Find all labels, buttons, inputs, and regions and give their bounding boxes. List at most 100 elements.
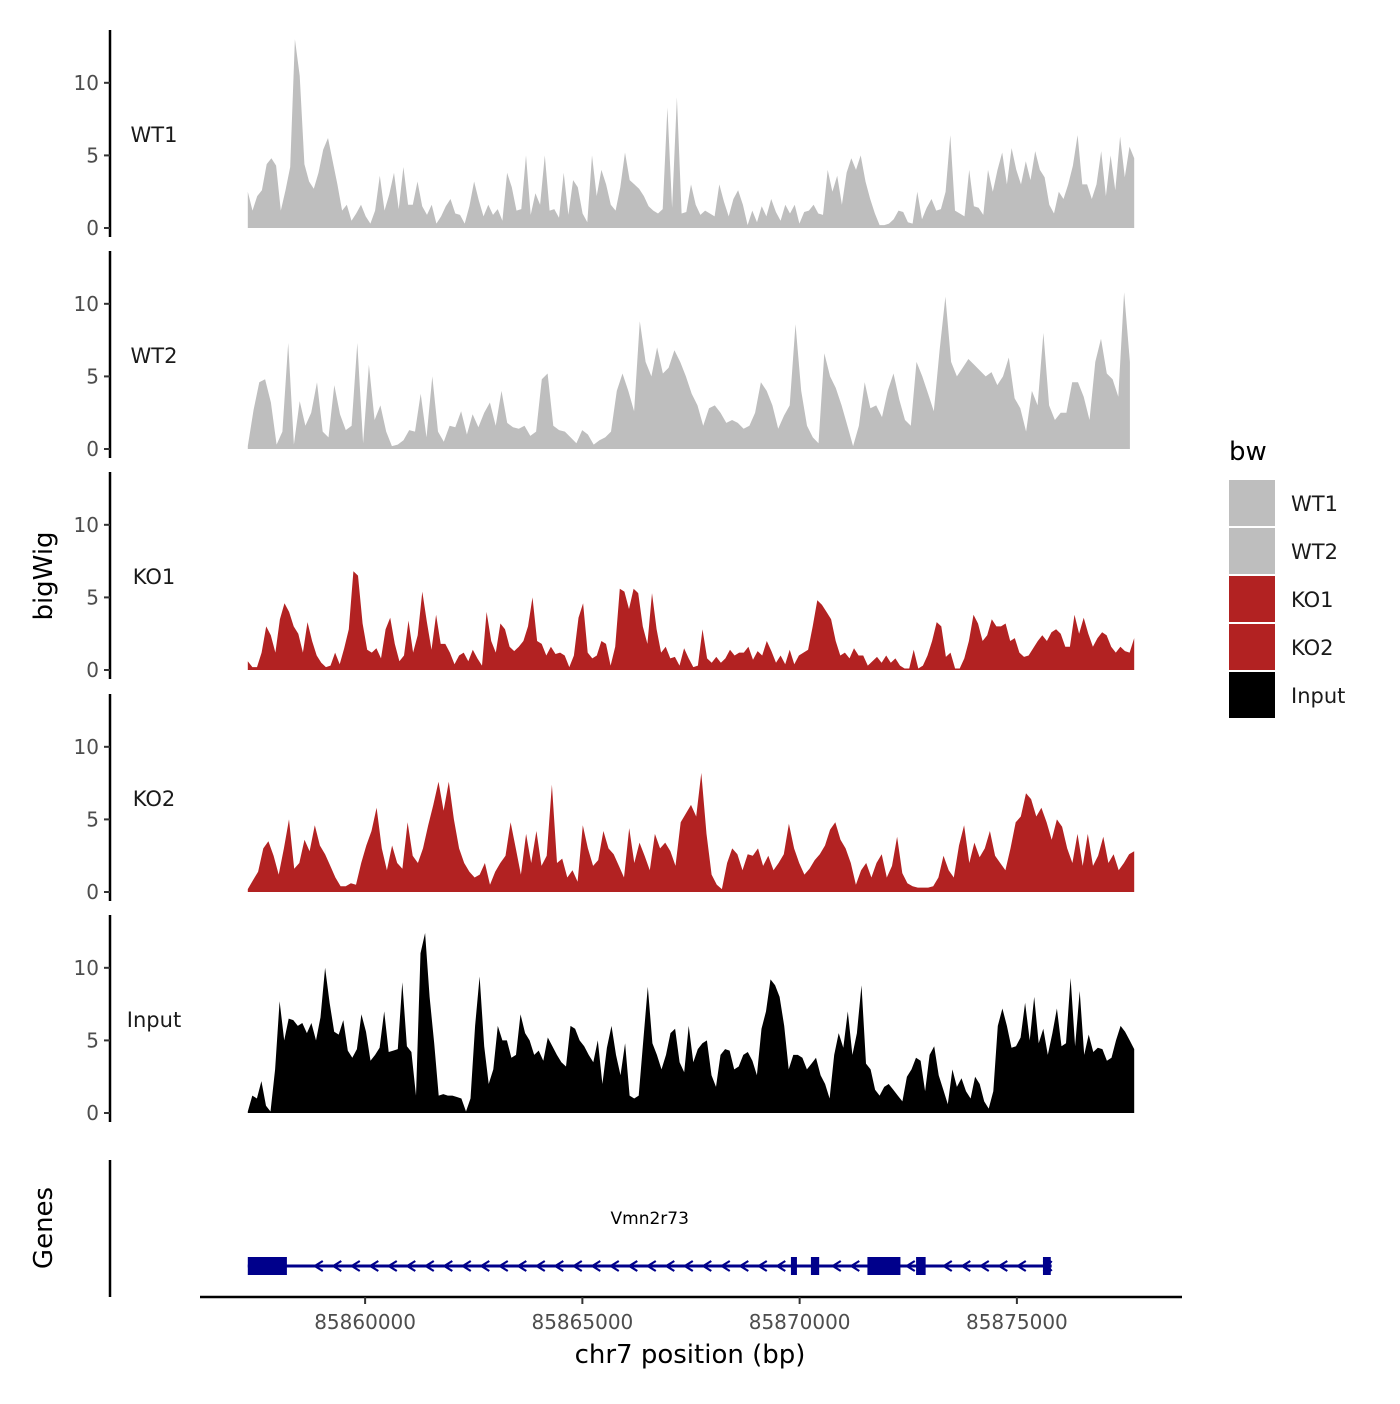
signal-area-ko2	[247, 772, 1135, 892]
legend-label: Input	[1291, 684, 1345, 708]
legend-entry-input: Input	[1229, 672, 1345, 718]
strand-arrow	[830, 1260, 842, 1272]
legend-title: bw	[1229, 437, 1267, 467]
y-tick-label: 10	[74, 71, 99, 95]
strand-arrow	[682, 1260, 694, 1272]
strand-arrow	[941, 1260, 953, 1272]
y-axis-title: bigWig	[29, 531, 59, 620]
gene-exon	[810, 1257, 820, 1275]
strand-arrow	[627, 1260, 638, 1272]
strand-arrow	[386, 1260, 398, 1272]
strand-arrow	[608, 1260, 620, 1272]
strand-arrow	[349, 1260, 361, 1272]
track-panel-wt1: 0 5 10 WT1	[74, 30, 1135, 240]
signal-panels: 0 5 10 WT1 0 5 10 WT2 0 5 10 KO1 0 5 10 KO2 0 5 10 Input	[74, 30, 1135, 1125]
strand-arrow	[479, 1260, 490, 1272]
track-label-wt1: WT1	[131, 123, 178, 147]
strand-arrow	[516, 1260, 527, 1272]
strand-arrow	[312, 1260, 324, 1272]
strand-arrow	[368, 1260, 379, 1272]
y-tick-label: 10	[74, 735, 99, 759]
strand-arrow	[497, 1260, 509, 1272]
strand-arrow	[571, 1260, 583, 1272]
strand-arrow	[331, 1260, 342, 1272]
legend-label: KO2	[1291, 636, 1334, 660]
y-tick-label: 5	[86, 807, 99, 831]
x-tick-label: 85870000	[749, 1310, 851, 1334]
strand-arrow	[849, 1260, 860, 1272]
gene-track-panel: Vmn2r73	[108, 1160, 1053, 1297]
y-tick-label: 5	[86, 1028, 99, 1052]
strand-arrow	[738, 1260, 749, 1272]
strand-arrow	[960, 1260, 971, 1272]
legend-key	[1229, 576, 1275, 622]
y-tick-label: 5	[86, 364, 99, 388]
y-tick-label: 0	[86, 437, 99, 461]
strand-arrow	[423, 1260, 435, 1272]
track-panel-input: 0 5 10 Input	[74, 915, 1135, 1125]
legend-key	[1229, 528, 1275, 574]
strand-arrow	[590, 1260, 601, 1272]
legend-entry-wt2: WT2	[1229, 528, 1338, 574]
y-tick-label: 0	[86, 216, 99, 240]
track-panel-ko2: 0 5 10 KO2	[74, 694, 1135, 904]
strand-arrow	[1015, 1260, 1027, 1272]
legend: bw WT1 WT2 KO1 KO2 Input	[1229, 437, 1345, 718]
signal-area-ko1	[247, 571, 1135, 670]
track-label-wt2: WT2	[131, 344, 178, 368]
strand-arrow	[405, 1260, 416, 1272]
gene-exon	[867, 1257, 901, 1275]
y-tick-label: 10	[74, 513, 99, 537]
legend-entry-ko1: KO1	[1229, 576, 1334, 622]
legend-entry-wt1: WT1	[1229, 480, 1338, 526]
x-tick-label: 85875000	[966, 1310, 1068, 1334]
genes-axis-title: Genes	[29, 1187, 59, 1269]
legend-label: WT1	[1291, 492, 1338, 516]
y-tick-label: 0	[86, 658, 99, 682]
strand-arrow	[701, 1260, 712, 1272]
strand-arrow	[756, 1260, 768, 1272]
signal-area-input	[247, 933, 1135, 1113]
strand-arrow	[645, 1260, 657, 1272]
legend-key	[1229, 624, 1275, 670]
strand-arrow	[978, 1260, 990, 1272]
gene-exon	[916, 1257, 926, 1275]
gene-exon	[247, 1257, 287, 1275]
legend-label: KO1	[1291, 588, 1334, 612]
x-tick-label: 85860000	[314, 1310, 416, 1334]
legend-key	[1229, 672, 1275, 718]
y-tick-label: 0	[86, 880, 99, 904]
legend-entry-ko2: KO2	[1229, 624, 1334, 670]
strand-arrow	[997, 1260, 1008, 1272]
y-tick-label: 0	[86, 1101, 99, 1125]
y-tick-label: 5	[86, 143, 99, 167]
track-label-ko1: KO1	[133, 565, 176, 589]
strand-arrow	[442, 1260, 453, 1272]
track-panel-ko1: 0 5 10 KO1	[74, 472, 1135, 682]
x-axis-title: chr7 position (bp)	[575, 1340, 806, 1370]
gene-strand-arrows	[312, 1260, 1053, 1272]
strand-arrow	[775, 1260, 786, 1272]
strand-arrow	[719, 1260, 731, 1272]
strand-arrow	[904, 1260, 916, 1272]
x-tick-label: 85865000	[531, 1310, 633, 1334]
y-tick-label: 10	[74, 956, 99, 980]
signal-area-wt2	[247, 292, 1130, 449]
track-label-ko2: KO2	[133, 787, 176, 811]
strand-arrow	[664, 1260, 675, 1272]
legend-key	[1229, 480, 1275, 526]
gene-end-mark	[1042, 1260, 1053, 1272]
gene-name-label: Vmn2r73	[611, 1209, 689, 1229]
track-panel-wt2: 0 5 10 WT2	[74, 251, 1130, 461]
signal-area-wt1	[247, 39, 1135, 228]
strand-arrow	[460, 1260, 472, 1272]
gene-exon	[790, 1257, 797, 1275]
legend-label: WT2	[1291, 540, 1338, 564]
track-label-input: Input	[127, 1008, 181, 1032]
strand-arrow	[553, 1260, 564, 1272]
y-tick-label: 5	[86, 585, 99, 609]
x-axis: 85860000 85865000 85870000 85875000	[200, 1295, 1182, 1334]
strand-arrow	[534, 1260, 546, 1272]
